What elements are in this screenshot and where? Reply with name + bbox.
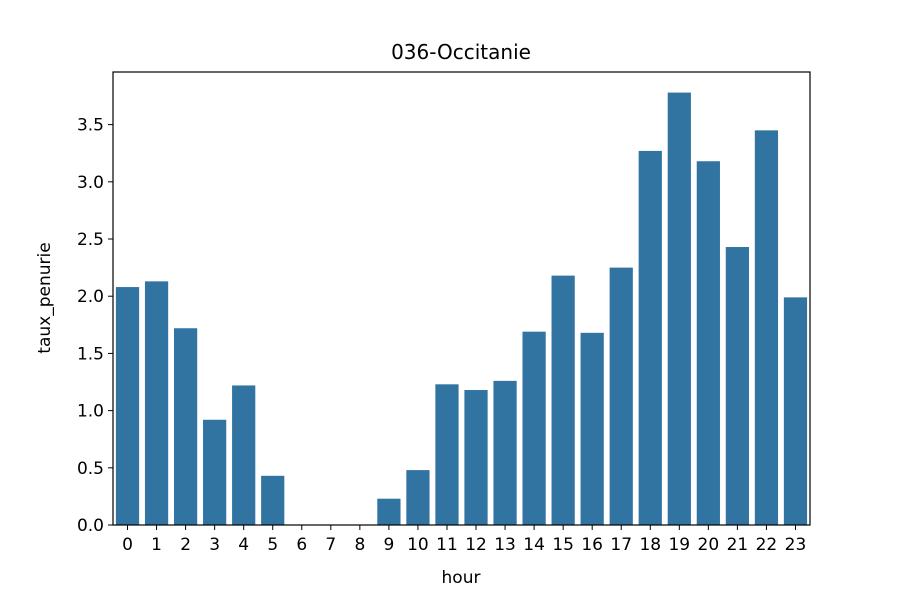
x-tick-label: 9 [383, 535, 394, 555]
bars-group [115, 92, 808, 526]
x-tick-label: 16 [581, 535, 603, 555]
y-axis-ticks: 0.0 0.5 1.0 1.5 2.0 2.5 3.0 3.5 [77, 116, 113, 536]
x-tick-label: 23 [785, 535, 807, 555]
bar-hour-20 [696, 161, 720, 526]
bar-hour-2 [173, 328, 198, 525]
bar-hour-16 [580, 332, 604, 525]
x-tick-label: 12 [465, 535, 487, 555]
bar-hour-23 [783, 297, 808, 525]
y-tick-label: 0.5 [77, 459, 104, 479]
x-tick-label: 10 [407, 535, 429, 555]
x-tick-label: 2 [180, 535, 191, 555]
bar-hour-10 [406, 470, 430, 525]
x-tick-label: 5 [267, 535, 278, 555]
bar-hour-0 [115, 287, 140, 525]
bar-hour-12 [464, 390, 488, 525]
y-tick-label: 3.5 [77, 116, 104, 136]
x-tick-label: 7 [325, 535, 336, 555]
x-axis-ticks: 0 1 2 3 4 5 6 7 8 9 10 11 12 13 14 15 16 17 18 19 20 21 22 23 [122, 525, 806, 555]
y-tick-label: 2.5 [77, 230, 104, 250]
x-tick-label: 21 [727, 535, 749, 555]
x-tick-label: 20 [698, 535, 720, 555]
chart-title: 036-Occitanie [391, 40, 531, 64]
bar-hour-17 [609, 267, 633, 525]
x-tick-label: 6 [296, 535, 307, 555]
x-tick-label: 11 [436, 535, 458, 555]
x-tick-label: 14 [523, 535, 545, 555]
bar-hour-3 [203, 419, 227, 525]
bar-hour-1 [144, 281, 169, 525]
x-tick-label: 22 [756, 535, 778, 555]
x-axis-label: hour [442, 568, 481, 588]
bar-hour-4 [232, 385, 256, 525]
x-tick-label: 3 [209, 535, 220, 555]
bar-hour-5 [261, 475, 285, 525]
bar-hour-15 [551, 275, 575, 525]
x-tick-label: 0 [122, 535, 133, 555]
x-tick-label: 18 [639, 535, 661, 555]
x-tick-label: 19 [668, 535, 690, 555]
x-tick-label: 4 [238, 535, 249, 555]
x-tick-label: 15 [552, 535, 574, 555]
y-tick-label: 1.5 [77, 344, 104, 364]
y-tick-label: 0.0 [77, 516, 104, 536]
bar-hour-18 [638, 150, 662, 525]
y-tick-label: 3.0 [77, 173, 104, 193]
plot-frame [112, 71, 811, 526]
bar-hour-13 [493, 380, 517, 525]
y-tick-label: 2.0 [77, 287, 104, 307]
bar-hour-22 [754, 130, 779, 525]
x-tick-label: 13 [494, 535, 516, 555]
x-tick-label: 1 [151, 535, 162, 555]
bar-hour-21 [725, 247, 750, 525]
y-axis-label: taux_penurie [35, 242, 55, 353]
x-tick-label: 8 [354, 535, 365, 555]
bar-hour-19 [667, 92, 691, 525]
y-tick-label: 1.0 [77, 402, 104, 422]
bar-hour-11 [435, 384, 459, 525]
bar-hour-9 [377, 498, 401, 525]
bar-hour-14 [522, 331, 546, 525]
x-tick-label: 17 [610, 535, 632, 555]
